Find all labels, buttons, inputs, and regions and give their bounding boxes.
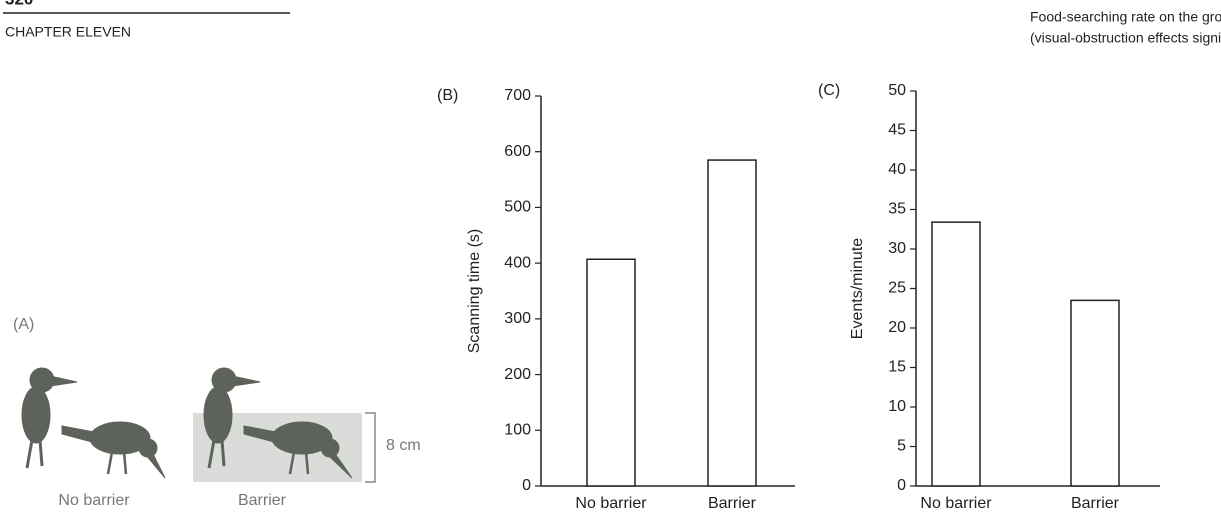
caption-no-barrier: No barrier (58, 492, 130, 509)
chart-title: Food-searching rate on the ground (1030, 9, 1221, 25)
birds-barrier (203, 367, 353, 479)
y-tick-label: 100 (504, 422, 531, 439)
x-tick-label: Barrier (1071, 495, 1120, 512)
y-tick-label: 700 (504, 87, 531, 104)
y-tick-label: 500 (504, 199, 531, 216)
panel-label: (B) (437, 87, 458, 104)
figure-a: (A) No barrier (13, 316, 421, 509)
page-number: 320 (5, 0, 33, 8)
barrier-height: 8 cm (386, 437, 421, 454)
y-tick-label: 400 (504, 254, 531, 271)
y-tick-label: 20 (888, 319, 906, 336)
x-tick-label: No barrier (920, 495, 992, 512)
y-tick-label: 40 (888, 161, 906, 178)
bar (707, 159, 757, 487)
y-tick-label: 15 (888, 359, 906, 376)
x-tick-label: Barrier (708, 495, 757, 512)
y-tick-label: 45 (888, 122, 906, 139)
panel-label: (C) (818, 82, 840, 99)
y-tick-label: 25 (888, 280, 906, 297)
x-tick-label: No barrier (575, 495, 647, 512)
y-tick-label: 50 (888, 82, 906, 99)
birds-no-barrier (21, 367, 166, 479)
chart-title: (visual-obstruction effects significant) (1030, 30, 1221, 46)
bar (931, 221, 981, 487)
y-tick-label: 35 (888, 201, 906, 218)
y-tick-label: 600 (504, 143, 531, 160)
bar (586, 258, 636, 487)
y-tick-label: 10 (888, 398, 906, 415)
y-tick-label: 30 (888, 240, 906, 257)
y-tick-label: 300 (504, 310, 531, 327)
height-bracket (365, 412, 376, 483)
y-axis-label: Events/minute (849, 238, 866, 339)
y-tick-label: 200 (504, 366, 531, 383)
bar (1070, 299, 1120, 487)
chapter-title: CHAPTER ELEVEN (5, 24, 131, 40)
y-tick-label: 5 (897, 438, 906, 455)
y-tick-label: 0 (897, 477, 906, 494)
y-axis-label: Scanning time (s) (466, 229, 483, 354)
panel-label: (A) (13, 316, 34, 333)
y-tick-label: 0 (522, 477, 531, 494)
caption-barrier: Barrier (238, 492, 287, 509)
